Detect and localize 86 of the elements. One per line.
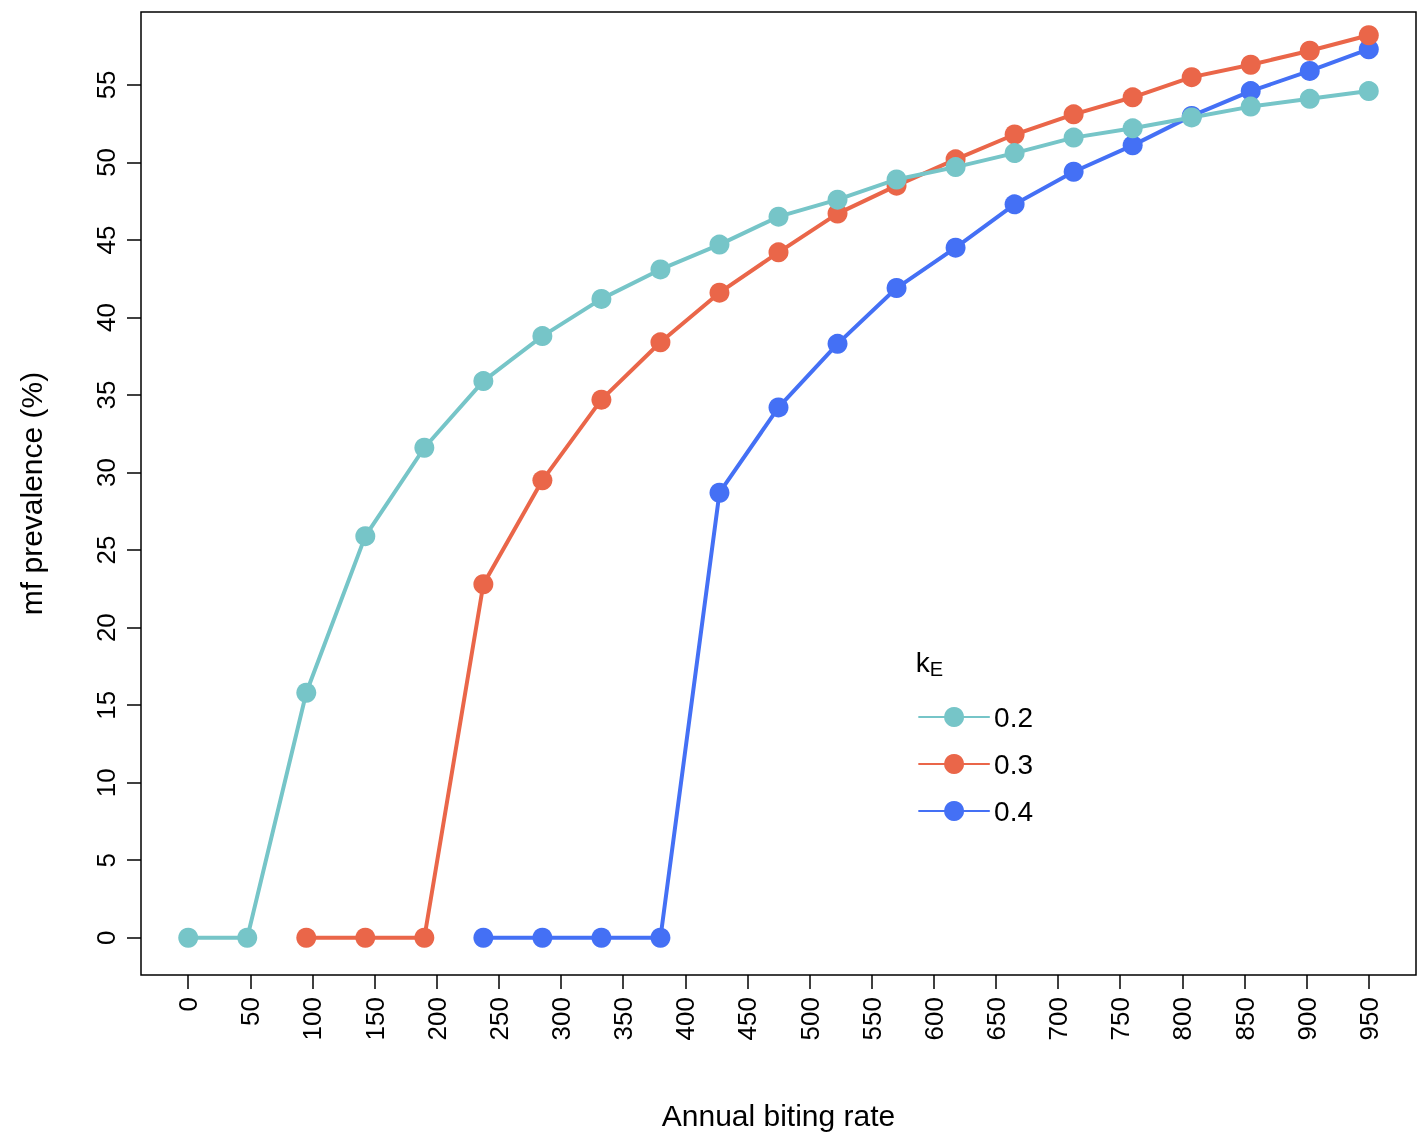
- point: [532, 470, 553, 491]
- x-tick-label: 600: [918, 997, 949, 1041]
- y-tick-label: 55: [91, 70, 121, 100]
- point: [296, 682, 317, 703]
- point: [355, 526, 376, 547]
- point: [532, 927, 553, 948]
- point: [650, 927, 671, 948]
- point: [178, 927, 199, 948]
- y-tick-label: 5: [91, 853, 121, 868]
- y-tick-label: 30: [91, 458, 121, 488]
- point: [768, 206, 789, 227]
- y-tick-label: 20: [91, 613, 121, 643]
- x-tick-label: 750: [1105, 997, 1136, 1041]
- point: [1063, 104, 1084, 125]
- legend-label: 0.3: [994, 748, 1034, 780]
- point: [1122, 135, 1143, 156]
- x-tick-label: 150: [359, 997, 390, 1041]
- x-tick-label: 700: [1043, 997, 1074, 1041]
- point: [1063, 161, 1084, 182]
- point: [414, 927, 435, 948]
- point: [1122, 118, 1143, 139]
- x-tick-label: 350: [608, 997, 639, 1041]
- point: [709, 282, 730, 303]
- point: [650, 259, 671, 280]
- x-tick-label: 450: [732, 997, 763, 1041]
- y-tick-label: 10: [91, 768, 121, 798]
- x-axis-title: Annual biting rate: [661, 1098, 896, 1132]
- x-tick-label: 0: [173, 997, 204, 1012]
- point: [945, 237, 966, 258]
- legend-label: 0.4: [994, 795, 1034, 827]
- y-tick-label: 40: [91, 303, 121, 332]
- point: [1004, 194, 1025, 215]
- point: [532, 326, 553, 347]
- point: [650, 332, 671, 353]
- point: [473, 927, 494, 948]
- y-axis-title: mf prevalence (%): [14, 371, 48, 616]
- point: [237, 927, 258, 948]
- x-tick-label: 950: [1353, 997, 1384, 1041]
- point: [296, 927, 317, 948]
- point: [591, 288, 612, 309]
- point: [1181, 67, 1202, 88]
- point: [768, 242, 789, 263]
- point: [709, 234, 730, 255]
- point: [945, 157, 966, 178]
- point: [1299, 40, 1320, 61]
- legend-label: 0.2: [994, 701, 1034, 733]
- x-tick-label: 50: [235, 997, 266, 1026]
- point: [886, 278, 907, 299]
- point: [886, 169, 907, 190]
- point: [591, 389, 612, 410]
- point: [473, 371, 494, 392]
- point: [355, 927, 376, 948]
- x-tick-label: 250: [483, 997, 514, 1041]
- x-tick-label: 550: [856, 997, 887, 1041]
- point: [1004, 143, 1025, 164]
- x-tick-label: 650: [980, 997, 1011, 1041]
- point: [1358, 81, 1379, 102]
- point: [1004, 124, 1025, 145]
- x-tick-label: 500: [794, 997, 825, 1041]
- y-tick-label: 35: [91, 380, 121, 410]
- point: [709, 482, 730, 503]
- x-tick-label: 400: [670, 997, 701, 1041]
- point: [591, 927, 612, 948]
- x-tick-label: 300: [546, 997, 577, 1041]
- x-tick-label: 100: [297, 997, 328, 1041]
- point: [473, 574, 494, 595]
- point: [1063, 127, 1084, 148]
- y-tick-label: 15: [91, 690, 121, 720]
- y-tick-label: 0: [91, 930, 121, 946]
- x-tick-label: 850: [1229, 997, 1260, 1041]
- point: [414, 437, 435, 458]
- x-tick-label: 200: [421, 997, 452, 1041]
- y-tick-label: 45: [91, 225, 121, 255]
- point: [1299, 88, 1320, 109]
- point: [1358, 25, 1379, 46]
- point: [1122, 87, 1143, 108]
- point: [768, 397, 789, 418]
- y-tick-label: 50: [91, 147, 121, 177]
- point: [827, 333, 848, 354]
- point: [1299, 60, 1320, 81]
- point: [1240, 96, 1261, 117]
- point: [1240, 54, 1261, 75]
- y-tick-label: 25: [91, 535, 121, 565]
- point: [827, 189, 848, 210]
- x-tick-label: 800: [1167, 997, 1198, 1041]
- x-tick-label: 900: [1291, 997, 1322, 1041]
